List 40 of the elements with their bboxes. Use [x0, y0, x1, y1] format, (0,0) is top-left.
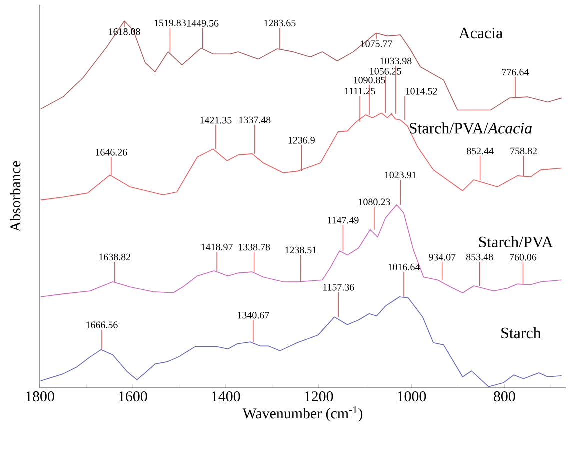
- annotation: 852.44: [466, 148, 494, 155]
- annotation: 1340.67: [238, 312, 270, 319]
- annotation: 1449.56: [188, 20, 219, 27]
- annotation: 1519.83: [154, 20, 186, 27]
- annotation: 760.06: [510, 254, 537, 261]
- x-tick-label: 1000: [398, 392, 426, 402]
- x-tick-label: 1600: [119, 392, 148, 402]
- annotation: 1337.48: [240, 116, 271, 124]
- annotation: 1421.35: [200, 117, 232, 124]
- annotation: 853.48: [466, 254, 494, 261]
- x-tick-label: 1400: [212, 392, 240, 402]
- annotation: 934.07: [428, 254, 456, 261]
- annotation: 776.64: [502, 68, 530, 76]
- x-tick-label: 1800: [26, 392, 54, 402]
- x-axis-title: Wavenumber (cm$^{-1}$): [242, 406, 363, 422]
- text: Starch: [502, 327, 542, 339]
- annotation: 1023.91: [385, 172, 416, 179]
- annotation: 1080.23: [359, 198, 390, 206]
- annotation: 1014.52: [406, 88, 438, 95]
- series-label: Starch/PVA/Acacia: [410, 122, 532, 134]
- annotation: 1646.26: [96, 149, 128, 156]
- annotation: 1147.49: [328, 217, 359, 224]
- annotation: 1283.65: [264, 20, 296, 27]
- annotation: 1338.78: [238, 244, 270, 251]
- annotation: 1236.9: [288, 137, 315, 144]
- annotation: 1157.36: [323, 284, 354, 291]
- x-tick-label: 800: [494, 392, 516, 402]
- annotation: 1666.56: [86, 322, 118, 328]
- annotation: 1638.82: [100, 254, 131, 261]
- x-tick-label: 1200: [305, 392, 334, 402]
- annotation: 1090.85: [354, 76, 386, 84]
- annotation: 1111.25: [345, 88, 376, 95]
- text: Acacia: [459, 28, 503, 39]
- annotation: 1016.64: [388, 264, 420, 271]
- y-axis-title: Absorbance: [10, 161, 21, 232]
- annotation: 1418.97: [202, 244, 233, 251]
- annotation: 1238.51: [286, 246, 316, 254]
- annotation: 758.82: [510, 148, 537, 155]
- annotation: 1033.98: [380, 58, 412, 65]
- text: Starch/PVA: [479, 236, 554, 248]
